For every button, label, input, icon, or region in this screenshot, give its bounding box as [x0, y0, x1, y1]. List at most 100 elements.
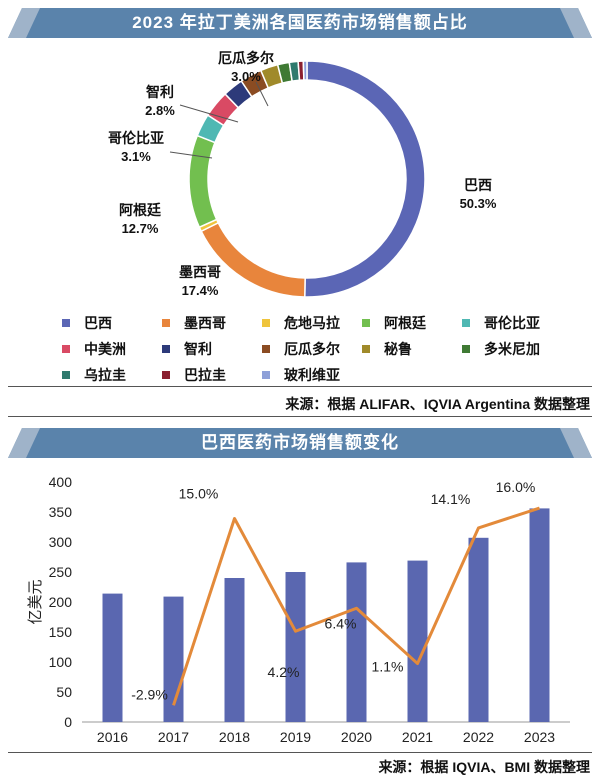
- legend-item: 多米尼加: [462, 339, 562, 359]
- legend-swatch: [262, 345, 270, 353]
- growth-label-2018: 15.0%: [179, 486, 219, 502]
- legend-item: 哥伦比亚: [462, 313, 562, 333]
- donut-label-name: 阿根廷: [119, 202, 162, 218]
- legend-item: 巴拉圭: [162, 365, 262, 385]
- legend-item: 阿根廷: [362, 313, 462, 333]
- y-axis-label: 亿美元: [27, 579, 44, 624]
- pie-panel-title: 2023 年拉丁美洲各国医药市场销售额占比: [132, 13, 468, 32]
- leader-line: [169, 151, 213, 159]
- leader-line: [255, 81, 269, 107]
- donut-label-value: 17.4%: [182, 283, 219, 298]
- legend-item: 危地马拉: [262, 313, 362, 333]
- donut-slice-item-0: [304, 60, 426, 298]
- y-tick-label: 100: [49, 654, 73, 670]
- legend-label: 中美洲: [84, 341, 126, 357]
- legend-swatch: [362, 345, 370, 353]
- x-tick-label: 2017: [158, 729, 189, 745]
- legend-label: 墨西哥: [184, 315, 226, 331]
- y-tick-label: 300: [49, 534, 73, 550]
- growth-line: [172, 506, 540, 706]
- x-tick-label: 2020: [341, 729, 372, 745]
- donut-label-name: 哥伦比亚: [108, 130, 164, 146]
- y-tick-label: 0: [64, 714, 72, 730]
- bar-series: [102, 508, 550, 722]
- donut-slice-item-12: [302, 60, 308, 81]
- legend-label: 乌拉圭: [84, 367, 126, 383]
- x-tick-label: 2018: [219, 729, 250, 745]
- legend-item: 玻利维亚: [262, 365, 362, 385]
- growth-label-2019: 4.2%: [268, 664, 300, 680]
- legend-item: 秘鲁: [362, 339, 462, 359]
- legend-label: 智利: [184, 341, 212, 357]
- x-tick-label: 2016: [97, 729, 128, 745]
- pie-source-note: 来源：根据 ALIFAR、IQVIA Argentina 数据整理: [285, 396, 590, 412]
- legend-label: 巴西: [84, 315, 112, 331]
- legend-swatch: [262, 319, 270, 327]
- legend-swatch: [362, 319, 370, 327]
- legend-label: 玻利维亚: [284, 367, 340, 383]
- banner-corner-right: [560, 8, 592, 38]
- y-tick-label: 200: [49, 594, 73, 610]
- pie-panel-title-banner: 2023 年拉丁美洲各国医药市场销售额占比: [8, 8, 592, 38]
- x-tick-label: 2022: [463, 729, 494, 745]
- donut-label-name: 智利: [145, 84, 174, 100]
- bar-line-chart: 0 50 100 150 200 250 300 350 400 亿美元 2016 2017 2018 2…: [27, 474, 570, 745]
- banner-corner-left: [8, 8, 40, 38]
- donut-label-name: 巴西: [464, 177, 492, 193]
- donut-label-value: 2.8%: [145, 103, 175, 118]
- divider-line: [8, 752, 592, 753]
- bar-2022: [468, 537, 489, 722]
- y-tick-label: 350: [49, 504, 73, 520]
- banner-corner-right: [560, 428, 592, 458]
- legend-swatch: [262, 371, 270, 379]
- growth-label-2023: 16.0%: [496, 479, 536, 495]
- legend-swatch: [462, 345, 470, 353]
- chart-text: 0 50 100 150 200 250 300 350 400 亿美元 2016 2017 2018 2…: [27, 474, 555, 745]
- divider-line: [8, 386, 592, 387]
- legend-swatch: [62, 345, 70, 353]
- legend-item: 智利: [162, 339, 262, 359]
- divider-line: [8, 416, 592, 417]
- growth-label-2021: 1.1%: [372, 659, 404, 675]
- donut-chart: 巴西 50.3% 墨西哥 17.4% 阿根廷 12.7% 哥伦比亚 3.1% 智利 2.8% 厄瓜多…: [108, 50, 497, 298]
- legend-item: 墨西哥: [162, 313, 262, 333]
- bar-panel-title: 巴西医药市场销售额变化: [201, 433, 399, 452]
- legend-label: 秘鲁: [384, 341, 412, 357]
- legend-label: 巴拉圭: [184, 367, 226, 383]
- banner-corner-left: [8, 428, 40, 458]
- donut-label-item-1: 墨西哥 17.4%: [179, 264, 221, 298]
- donut-label-item-3: 阿根廷 12.7%: [119, 202, 162, 236]
- legend-item: 乌拉圭: [62, 365, 162, 385]
- donut-label-value: 12.7%: [122, 221, 159, 236]
- growth-line-series: [172, 506, 540, 706]
- banner-shape: [8, 8, 592, 38]
- legend-label: 哥伦比亚: [484, 315, 540, 331]
- legend-item: 巴西: [62, 313, 162, 333]
- donut-label-value: 3.0%: [231, 69, 261, 84]
- banner-background: [8, 8, 592, 38]
- legend-label: 危地马拉: [284, 315, 340, 331]
- legend-swatch: [162, 371, 170, 379]
- banner-background: [8, 428, 592, 458]
- legend-swatch: [462, 319, 470, 327]
- x-tick-label: 2019: [280, 729, 311, 745]
- bar-2019: [285, 572, 306, 722]
- donut-label-item-7: 厄瓜多尔 3.0%: [218, 50, 274, 84]
- donut-label-name: 厄瓜多尔: [218, 50, 274, 66]
- donut-label-value: 50.3%: [460, 196, 497, 211]
- legend-item: 中美洲: [62, 339, 162, 359]
- donut-slices: [188, 60, 426, 298]
- legend-item: 厄瓜多尔: [262, 339, 362, 359]
- legend-label: 阿根廷: [384, 315, 426, 331]
- bar-2016: [102, 593, 123, 722]
- donut-label-item-0: 巴西 50.3%: [460, 177, 497, 211]
- pie-legend: 巴西 墨西哥 危地马拉 阿根廷 哥伦比亚中美洲 智利 厄瓜多尔 秘鲁 多米尼加乌拉圭 巴拉圭 玻利维…: [62, 310, 582, 388]
- growth-label-2017: -2.9%: [131, 686, 168, 702]
- leader-line: [179, 104, 239, 123]
- donut-label-item-4: 哥伦比亚 3.1%: [108, 130, 164, 164]
- bar-2021: [407, 560, 428, 722]
- bar-2020: [346, 562, 367, 722]
- donut-slice-item-3: [188, 134, 218, 229]
- legend-swatch: [162, 345, 170, 353]
- legend-row: 中美洲 智利 厄瓜多尔 秘鲁 多米尼加: [62, 336, 582, 362]
